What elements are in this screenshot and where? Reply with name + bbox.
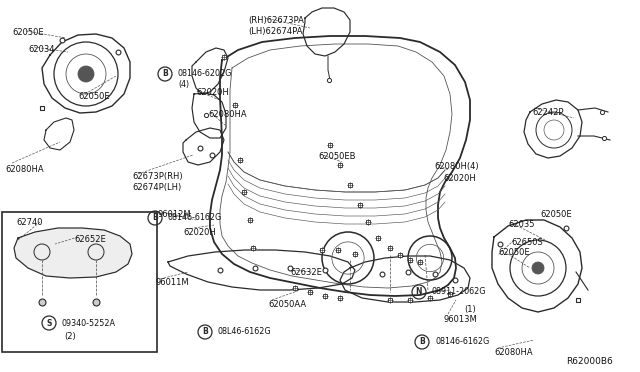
Text: 62020H: 62020H — [183, 228, 216, 237]
Text: 62632E: 62632E — [290, 268, 322, 277]
Text: 62242P: 62242P — [532, 108, 563, 117]
Text: 96013M: 96013M — [444, 315, 477, 324]
Text: (LH)62674PA: (LH)62674PA — [248, 27, 303, 36]
Text: (2): (2) — [64, 332, 76, 341]
Text: B: B — [419, 337, 425, 346]
Text: 08911-2062G: 08911-2062G — [432, 288, 486, 296]
Text: 09340-5252A: 09340-5252A — [62, 318, 116, 327]
Text: 62050AA: 62050AA — [268, 300, 306, 309]
Text: B: B — [162, 70, 168, 78]
Text: 62035: 62035 — [508, 220, 534, 229]
Bar — [2, 212, 157, 352]
Text: 62080HA: 62080HA — [208, 110, 246, 119]
Text: B: B — [152, 214, 158, 222]
Text: S: S — [46, 318, 52, 327]
Text: 62050EB: 62050EB — [318, 152, 355, 161]
Text: 08146-6162G: 08146-6162G — [168, 214, 222, 222]
Text: 62650S: 62650S — [511, 238, 543, 247]
Text: 62050E: 62050E — [78, 92, 109, 101]
Text: 62080H(4): 62080H(4) — [434, 162, 479, 171]
Text: 62050E: 62050E — [540, 210, 572, 219]
Text: 62050E: 62050E — [498, 248, 530, 257]
Circle shape — [532, 262, 544, 274]
Circle shape — [78, 66, 94, 82]
Text: 62034: 62034 — [28, 45, 54, 54]
Text: (1): (1) — [464, 305, 476, 314]
Text: R62000B6: R62000B6 — [566, 357, 612, 366]
Text: 62050E: 62050E — [12, 28, 44, 37]
Text: 62674P(LH): 62674P(LH) — [132, 183, 181, 192]
Text: 96011M: 96011M — [156, 278, 189, 287]
Text: 62652E: 62652E — [74, 235, 106, 244]
Text: 62673P(RH): 62673P(RH) — [132, 172, 182, 181]
Text: 62740: 62740 — [16, 218, 42, 227]
Text: 08L46-6162G: 08L46-6162G — [218, 327, 271, 337]
Text: B: B — [202, 327, 208, 337]
Text: N: N — [416, 288, 422, 296]
Text: 08146-6202G: 08146-6202G — [178, 70, 232, 78]
Text: 62080HA: 62080HA — [5, 165, 44, 174]
Text: 08146-6162G: 08146-6162G — [435, 337, 489, 346]
Text: 96012M: 96012M — [158, 210, 191, 219]
Polygon shape — [14, 228, 132, 278]
Text: (4): (4) — [178, 80, 189, 90]
Text: 62020H: 62020H — [443, 174, 476, 183]
Text: 62080HA: 62080HA — [494, 348, 532, 357]
Text: 62020H: 62020H — [196, 88, 228, 97]
Text: (RH)62673PA: (RH)62673PA — [248, 16, 304, 25]
